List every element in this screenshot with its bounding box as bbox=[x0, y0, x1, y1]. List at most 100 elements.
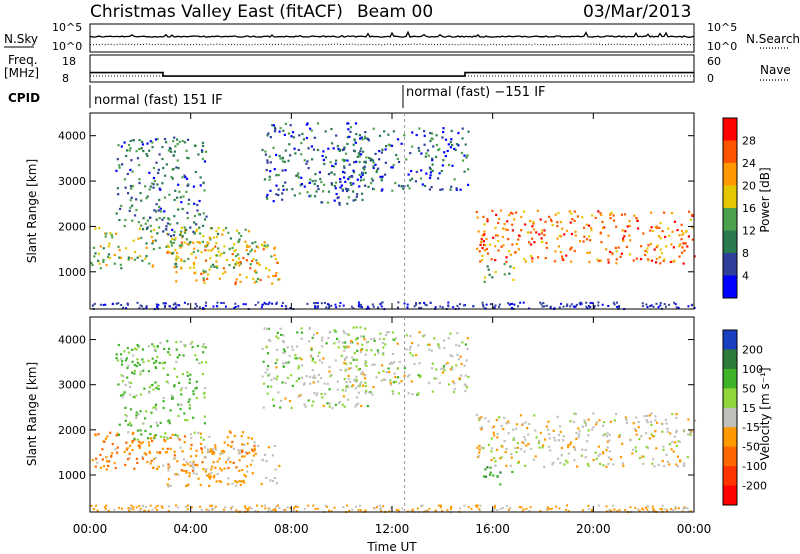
scatter-cell bbox=[407, 173, 410, 176]
scatter-cell bbox=[418, 306, 421, 309]
scatter-cell bbox=[353, 378, 356, 381]
scatter-cell bbox=[590, 229, 593, 232]
scatter-cell bbox=[183, 435, 187, 438]
scatter-cell bbox=[671, 413, 674, 416]
scatter-cell bbox=[362, 178, 365, 181]
scatter-cell bbox=[522, 508, 525, 511]
scatter-cell bbox=[355, 358, 359, 361]
scatter-cell bbox=[153, 457, 156, 460]
scatter-cell bbox=[268, 373, 271, 376]
scatter-cell bbox=[654, 225, 657, 229]
scatter-cell bbox=[164, 302, 167, 305]
scatter-cell bbox=[264, 150, 267, 153]
scatter-cell bbox=[588, 260, 591, 264]
scatter-cell bbox=[605, 434, 609, 438]
scatter-cell bbox=[265, 346, 268, 349]
scatter-cell bbox=[680, 223, 683, 226]
scatter-cell bbox=[235, 466, 238, 469]
scatter-cell bbox=[182, 354, 185, 357]
scatter-cell bbox=[525, 444, 528, 447]
colorbar-tick-label: 15 bbox=[742, 402, 756, 415]
colorbar-swatch bbox=[723, 446, 737, 467]
scatter-cell bbox=[139, 393, 143, 396]
scatter-cell bbox=[269, 479, 272, 482]
scatter-cell bbox=[263, 301, 266, 304]
scatter-cell bbox=[266, 244, 269, 247]
scatter-cell bbox=[195, 386, 198, 389]
scatter-cell bbox=[545, 304, 548, 307]
scatter-cell bbox=[176, 437, 180, 440]
scatter-cell bbox=[127, 507, 130, 510]
scatter-cell bbox=[490, 437, 493, 440]
scatter-cell bbox=[479, 243, 482, 247]
scatter-cell bbox=[103, 506, 106, 509]
scatter-cell bbox=[284, 381, 287, 385]
scatter-cell bbox=[148, 171, 151, 174]
scatter-cell bbox=[483, 249, 486, 252]
scatter-cell bbox=[328, 405, 331, 408]
scatter-cell bbox=[194, 256, 197, 259]
scatter-cell bbox=[209, 257, 212, 260]
scatter-cell bbox=[492, 474, 495, 477]
scatter-cell bbox=[263, 327, 266, 330]
scatter-cell bbox=[174, 306, 177, 309]
scatter-cell bbox=[649, 305, 652, 308]
scatter-cell bbox=[99, 267, 102, 270]
scatter-cell bbox=[305, 162, 308, 165]
scatter-cell bbox=[363, 168, 366, 171]
scatter-cell bbox=[345, 385, 349, 388]
scatter-cell bbox=[609, 509, 612, 512]
scatter-cell bbox=[689, 433, 692, 436]
scatter-cell bbox=[396, 367, 400, 370]
scatter-cell bbox=[585, 238, 589, 241]
scatter-cell bbox=[428, 166, 431, 169]
freq-unit: [MHz] bbox=[4, 66, 39, 80]
scatter-cell bbox=[289, 124, 292, 127]
scatter-cell bbox=[431, 169, 434, 173]
scatter-cell bbox=[618, 434, 621, 437]
scatter-cell bbox=[581, 509, 584, 512]
scatter-cell bbox=[596, 258, 599, 261]
scatter-cell bbox=[316, 148, 320, 152]
scatter-cell bbox=[656, 257, 659, 260]
scatter-cell bbox=[183, 441, 186, 444]
scatter-cell bbox=[674, 441, 677, 444]
scatter-cell bbox=[431, 390, 434, 393]
scatter-cell bbox=[395, 153, 398, 157]
scatter-cell bbox=[524, 223, 527, 226]
scatter-cell bbox=[151, 439, 154, 443]
scatter-cell bbox=[316, 122, 320, 125]
scatter-cell bbox=[140, 433, 143, 436]
scatter-cell bbox=[678, 255, 681, 258]
scatter-cell bbox=[217, 247, 220, 250]
scatter-cell bbox=[587, 464, 590, 467]
scatter-cell bbox=[145, 197, 148, 200]
scatter-cell bbox=[580, 302, 583, 305]
scatter-cell bbox=[173, 454, 176, 457]
scatter-cell bbox=[482, 215, 485, 218]
scatter-cell bbox=[348, 163, 351, 166]
scatter-cell bbox=[391, 189, 394, 192]
scatter-cell bbox=[151, 343, 154, 346]
scatter-cell bbox=[356, 155, 359, 158]
scatter-cell bbox=[372, 165, 375, 168]
scatter-cell bbox=[520, 215, 523, 219]
scatter-cell bbox=[180, 403, 183, 406]
scatter-cell bbox=[441, 306, 444, 309]
scatter-cell bbox=[612, 504, 615, 507]
scatter-cell bbox=[428, 381, 431, 385]
scatter-cell bbox=[333, 199, 336, 202]
scatter-cell bbox=[162, 367, 165, 370]
scatter-cell bbox=[179, 232, 182, 235]
scatter-cell bbox=[202, 351, 205, 354]
scatter-cell bbox=[209, 448, 213, 451]
scatter-cell bbox=[360, 306, 363, 309]
scatter-cell bbox=[509, 211, 512, 214]
scatter-cell bbox=[131, 439, 134, 443]
scatter-cell bbox=[282, 348, 286, 351]
scatter-cell bbox=[531, 237, 534, 240]
scatter-cell bbox=[567, 510, 570, 513]
scatter-cell bbox=[262, 382, 266, 385]
scatter-cell bbox=[183, 226, 186, 229]
scatter-cell bbox=[424, 155, 427, 158]
